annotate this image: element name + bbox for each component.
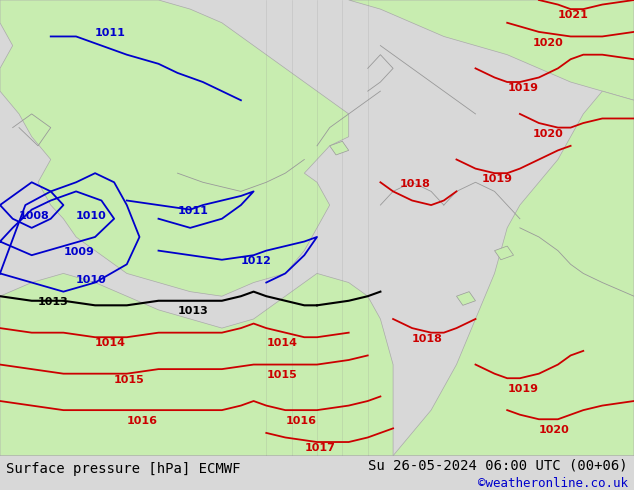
PathPatch shape <box>0 273 393 456</box>
Text: 1014: 1014 <box>95 338 126 348</box>
Text: 1016: 1016 <box>127 416 158 426</box>
Text: 1014: 1014 <box>266 338 297 348</box>
Text: 1017: 1017 <box>304 443 335 453</box>
Text: 1020: 1020 <box>539 425 570 435</box>
Text: 1019: 1019 <box>482 174 513 184</box>
Text: 1009: 1009 <box>63 247 94 257</box>
Text: 1018: 1018 <box>412 334 443 344</box>
PathPatch shape <box>0 0 349 296</box>
Text: 1015: 1015 <box>266 370 297 380</box>
Text: 1016: 1016 <box>285 416 316 426</box>
Polygon shape <box>330 141 349 155</box>
Text: 1019: 1019 <box>507 83 538 93</box>
PathPatch shape <box>349 0 634 100</box>
Text: 1011: 1011 <box>178 206 209 216</box>
Text: 1020: 1020 <box>533 38 564 48</box>
Text: Su 26-05-2024 06:00 UTC (00+06): Su 26-05-2024 06:00 UTC (00+06) <box>368 459 628 473</box>
Text: 1011: 1011 <box>95 28 126 38</box>
Text: Surface pressure [hPa] ECMWF: Surface pressure [hPa] ECMWF <box>6 463 241 476</box>
Text: 1010: 1010 <box>76 211 107 220</box>
Text: 1010: 1010 <box>76 274 107 285</box>
Text: 1018: 1018 <box>399 179 430 189</box>
Text: 1008: 1008 <box>19 211 50 220</box>
Text: 1019: 1019 <box>507 384 538 394</box>
Polygon shape <box>495 246 514 260</box>
Text: 1012: 1012 <box>241 256 272 266</box>
Text: 1020: 1020 <box>533 129 564 139</box>
Text: 1015: 1015 <box>114 375 145 385</box>
Text: 1021: 1021 <box>558 10 589 20</box>
Text: ©weatheronline.co.uk: ©weatheronline.co.uk <box>477 477 628 490</box>
Text: 1013: 1013 <box>178 306 209 317</box>
Text: 1013: 1013 <box>38 297 69 307</box>
PathPatch shape <box>393 91 634 456</box>
Polygon shape <box>456 292 476 305</box>
